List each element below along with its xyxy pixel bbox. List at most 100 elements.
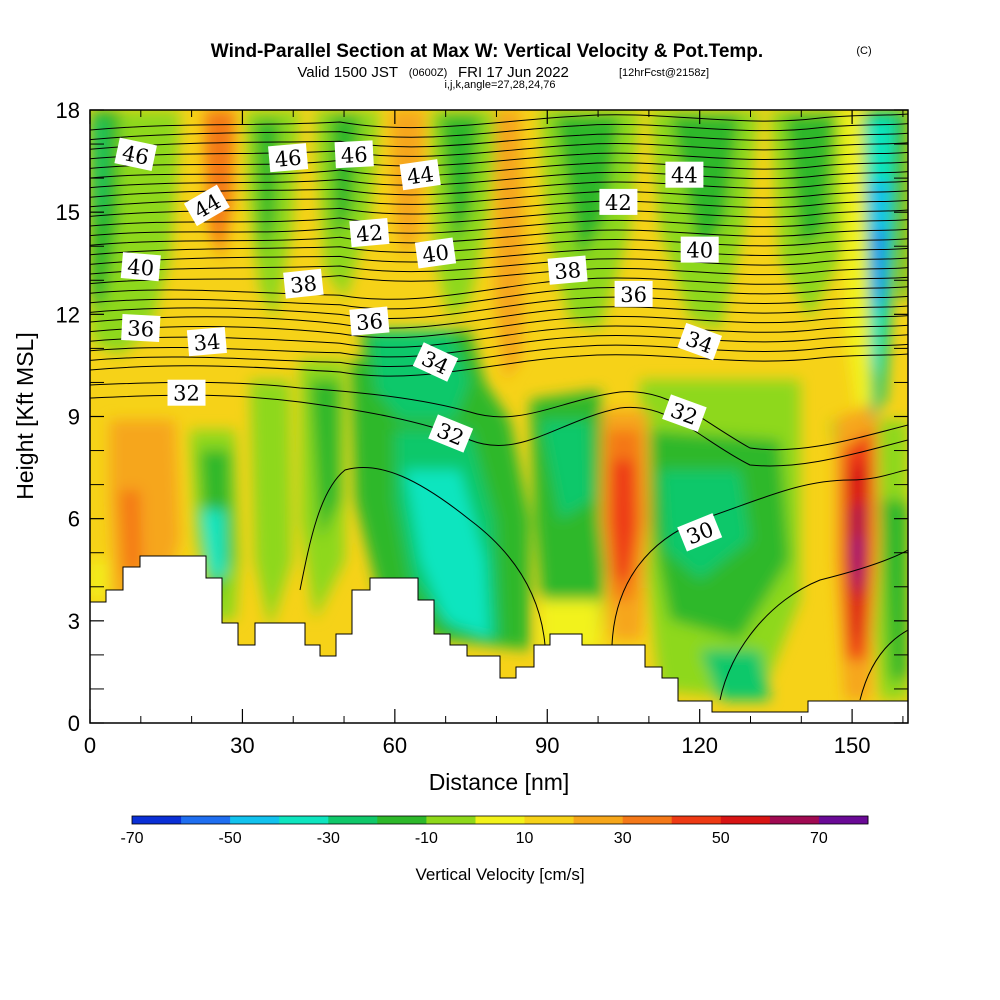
x-tick-label: 90 bbox=[535, 733, 559, 758]
contour-label-bg bbox=[121, 314, 161, 342]
contour-label-bg bbox=[412, 342, 459, 382]
theta-contour-line bbox=[90, 305, 908, 329]
theta-contour-line bbox=[90, 132, 908, 150]
theta-contour-line bbox=[90, 209, 908, 227]
contour-label: 44 bbox=[399, 159, 441, 191]
y-tick-label: 3 bbox=[68, 609, 80, 634]
contour-label-bg bbox=[399, 159, 441, 191]
colorbar-tick-label: 30 bbox=[614, 830, 632, 847]
contour-label: 38 bbox=[283, 268, 324, 299]
colorbar-tick-label: -30 bbox=[317, 830, 340, 847]
theta-contour-line bbox=[90, 394, 908, 467]
theta-contour-line bbox=[90, 113, 908, 131]
theta-contours bbox=[90, 113, 908, 701]
contour-label: 40 bbox=[414, 237, 457, 269]
theta-contour-line bbox=[90, 381, 908, 451]
contour-label-text: 32 bbox=[173, 382, 200, 406]
contour-label-text: 34 bbox=[193, 329, 222, 355]
contour-label-text: 36 bbox=[620, 283, 647, 307]
forecast-info: [12hrFcst@2158z] bbox=[619, 67, 709, 79]
y-tick-label: 0 bbox=[68, 711, 80, 736]
contour-label-text: 44 bbox=[405, 162, 435, 189]
theta-contour-line bbox=[90, 180, 908, 198]
contour-label-bg bbox=[114, 137, 157, 171]
contour-label: 36 bbox=[349, 306, 390, 336]
terrain-mask bbox=[89, 555, 909, 724]
theta-contour-line bbox=[859, 629, 908, 701]
contour-label-bg bbox=[349, 306, 390, 336]
y-tick-label: 18 bbox=[56, 98, 80, 123]
colorbar-swatch bbox=[132, 816, 182, 824]
theta-contour-line bbox=[90, 142, 908, 160]
contour-label: 42 bbox=[349, 217, 390, 248]
vertical-velocity-field bbox=[90, 110, 908, 723]
colorbar-swatch bbox=[769, 816, 820, 824]
contour-label-text: 46 bbox=[120, 141, 151, 170]
colorbar-swatch bbox=[622, 816, 673, 824]
colorbar-swatch bbox=[328, 816, 378, 824]
y-axis-title: Height [Kft MSL] bbox=[12, 332, 38, 499]
theta-contour-line bbox=[90, 315, 908, 339]
contour-label-bg bbox=[334, 140, 374, 169]
contour-label-bg bbox=[349, 217, 390, 248]
contour-label: 36 bbox=[121, 314, 161, 342]
y-tick-label: 12 bbox=[56, 302, 80, 327]
contour-label-bg bbox=[183, 184, 230, 227]
colorbar-swatch bbox=[720, 816, 771, 824]
theta-contour-line bbox=[90, 286, 908, 310]
colorbar-tick-label: 70 bbox=[810, 830, 828, 847]
theta-contour-line bbox=[90, 238, 908, 256]
valid-date: FRI 17 Jun 2022 bbox=[458, 64, 569, 81]
theta-contour-line bbox=[90, 219, 908, 237]
colorbar-swatch bbox=[230, 816, 280, 824]
contour-label: 44 bbox=[665, 161, 704, 188]
contour-label-bg bbox=[665, 161, 704, 188]
colorbar-tick-label: -50 bbox=[219, 830, 242, 847]
contour-label-bg bbox=[428, 414, 474, 453]
theta-contour-line bbox=[90, 334, 908, 358]
valid-utc: (0600Z) bbox=[409, 67, 448, 79]
contour-label: 40 bbox=[680, 236, 719, 263]
colorbar-swatch bbox=[426, 816, 476, 824]
contour-label-bg bbox=[599, 188, 638, 215]
theta-contour-line bbox=[90, 324, 908, 348]
colorbar-swatch bbox=[524, 816, 575, 824]
contour-label: 34 bbox=[677, 322, 723, 361]
x-tick-label: 0 bbox=[84, 733, 96, 758]
x-tick-label: 60 bbox=[383, 733, 407, 758]
contour-label: 38 bbox=[547, 255, 588, 285]
theta-contour-line bbox=[90, 353, 908, 377]
colorbar-tick-label: -70 bbox=[120, 830, 143, 847]
colorbar-tick-label: 50 bbox=[712, 830, 730, 847]
colorbar-tick-label: -10 bbox=[415, 830, 438, 847]
contour-label-text: 40 bbox=[421, 240, 451, 267]
grid-indices: i,j,k,angle=27,28,24,76 bbox=[444, 79, 555, 91]
contour-label-text: 38 bbox=[289, 271, 318, 298]
theta-contour-line bbox=[90, 295, 908, 319]
theta-contour-line bbox=[299, 466, 546, 646]
theta-contour-line bbox=[611, 469, 908, 646]
theta-contour-line bbox=[90, 199, 908, 217]
valid-time-line: Valid 1500 JST (0600Z) FRI 17 Jun 2022 [… bbox=[297, 64, 709, 81]
contour-label-text: 40 bbox=[126, 255, 155, 281]
theta-contour-line bbox=[90, 228, 908, 246]
contour-label: 32 bbox=[167, 379, 206, 406]
copyright-mark: (C) bbox=[856, 45, 871, 57]
contour-label: 36 bbox=[614, 280, 653, 307]
colorbar-swatch bbox=[818, 816, 869, 824]
contour-label-bg bbox=[680, 236, 719, 263]
contour-label-bg bbox=[414, 237, 457, 269]
contour-label-text: 46 bbox=[274, 146, 303, 172]
x-axis: 0 30 60 90 120 150 bbox=[84, 110, 904, 758]
colorbar-title: Vertical Velocity [cm/s] bbox=[415, 865, 584, 884]
theta-contour-line bbox=[90, 343, 908, 367]
colorbar-frame bbox=[131, 815, 869, 825]
x-tick-label: 150 bbox=[834, 733, 871, 758]
contour-label-text: 42 bbox=[605, 191, 632, 215]
contour-label-bg bbox=[120, 252, 161, 282]
colorbar-swatch bbox=[279, 816, 329, 824]
contour-label: 46 bbox=[268, 143, 309, 173]
